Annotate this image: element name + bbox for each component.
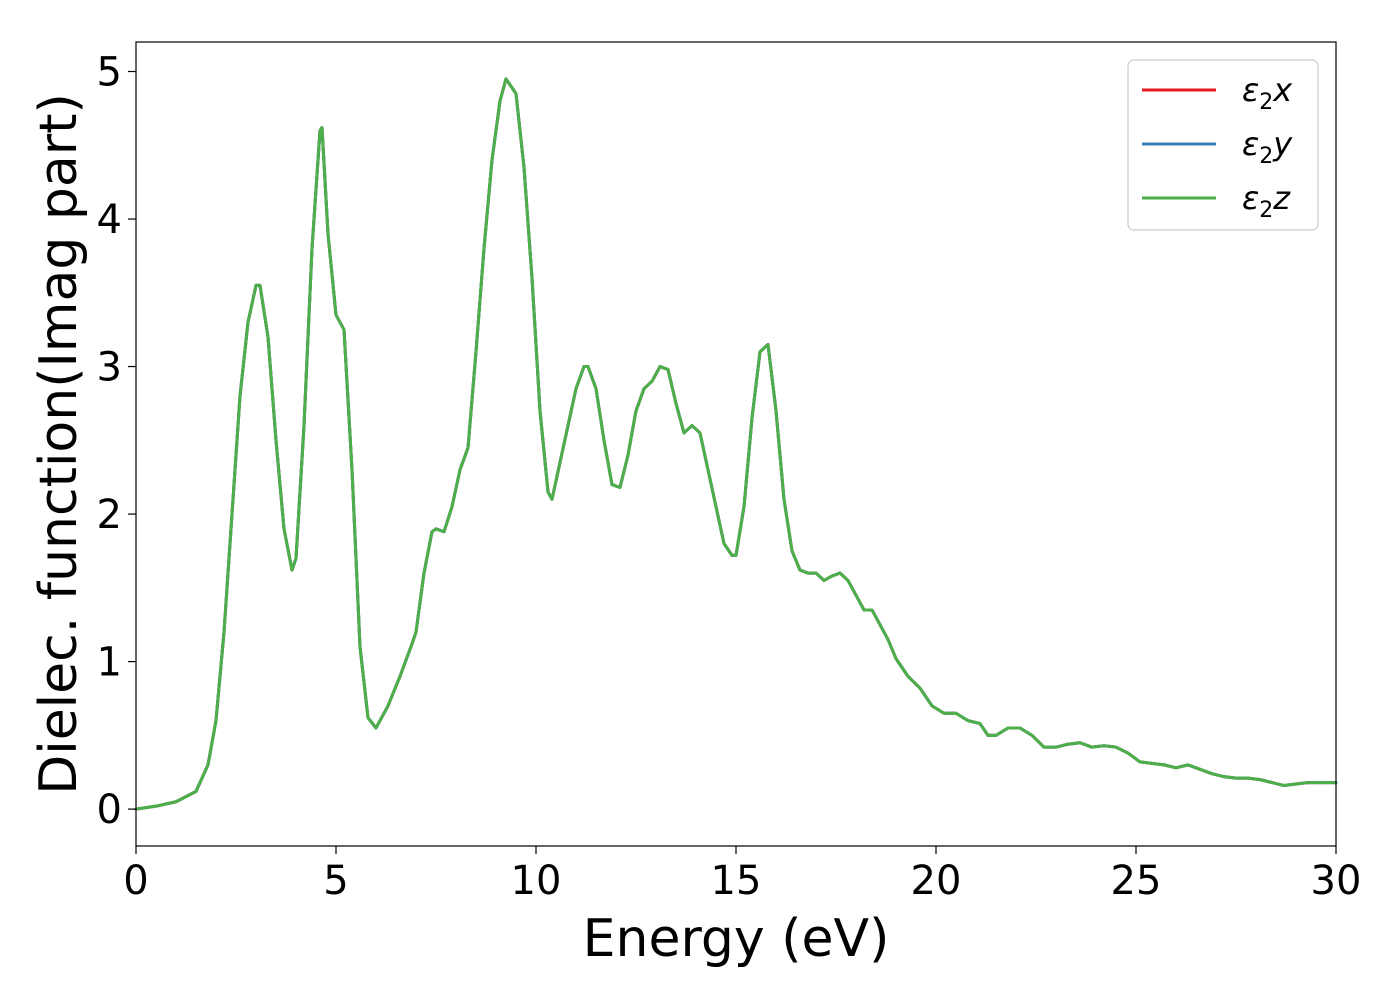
y-tick-label: 1 <box>97 640 122 686</box>
x-tick-label: 5 <box>323 858 348 904</box>
x-tick-label: 0 <box>123 858 148 904</box>
y-axis: 0 1 2 3 4 5 <box>97 50 136 833</box>
x-tick-label: 10 <box>511 858 562 904</box>
x-tick-label: 20 <box>911 858 962 904</box>
y-tick-label: 4 <box>97 197 122 243</box>
y-tick-label: 0 <box>97 787 122 833</box>
plot-lines <box>134 77 1338 811</box>
legend-label: ε2y <box>1242 125 1293 169</box>
legend-label: ε2x <box>1242 71 1293 115</box>
y-tick-label: 3 <box>97 345 122 391</box>
x-axis-label: Energy (eV) <box>583 909 890 969</box>
x-tick-label: 25 <box>1111 858 1162 904</box>
x-tick-label: 30 <box>1311 858 1362 904</box>
x-axis: 0 5 10 15 20 25 30 <box>123 846 1361 904</box>
legend-frame <box>1127 59 1319 231</box>
series-line-3 <box>134 77 1338 811</box>
legend: ε2x ε2y ε2z <box>1127 59 1319 231</box>
x-tick-label: 15 <box>711 858 762 904</box>
y-tick-label: 5 <box>97 50 122 96</box>
y-axis-label: Dielec. function(Imag part) <box>29 93 89 795</box>
y-tick-label: 2 <box>97 492 122 538</box>
legend-label: ε2z <box>1242 179 1291 223</box>
